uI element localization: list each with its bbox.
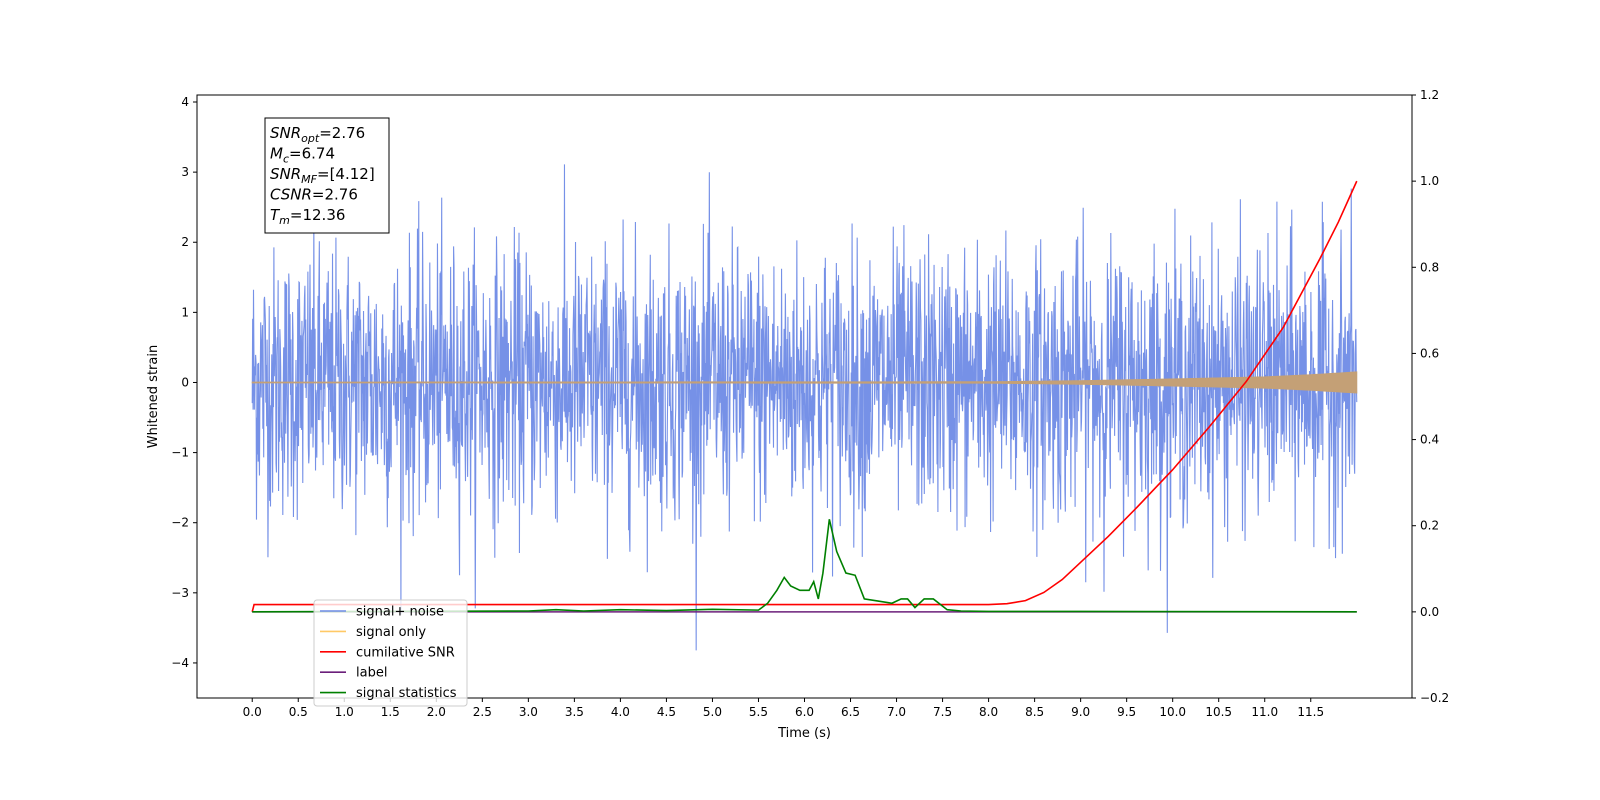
stats-subscript: MF — [301, 173, 317, 186]
stats-value: =12.36 — [290, 206, 346, 224]
stats-value: =2.76 — [312, 186, 358, 204]
x-tick-label: 9.5 — [1117, 705, 1136, 719]
x-axis: 0.0 0.5 1.0 1.5 2.0 2.5 3.0 3.5 4.0 4.5 5.0 5.5 6.0 6… — [243, 698, 1324, 719]
x-tick-label: 5.0 — [703, 705, 722, 719]
series-signal-only — [251, 371, 1358, 394]
stats-symbol: M — [270, 145, 283, 163]
legend-entry: signal statistics — [356, 686, 457, 701]
stats-line: CSNR=2.76 — [270, 186, 358, 204]
stats-line: Mc=6.74 — [270, 145, 335, 166]
stats-value: =2.76 — [319, 124, 365, 142]
y-axis-left: −4 −3 −2 −1 0 1 2 3 4 — [171, 95, 197, 670]
stats-symbol: CSNR — [270, 186, 312, 204]
stats-line: SNRopt=2.76 — [270, 124, 365, 145]
y-tick-label: 0 — [181, 375, 189, 389]
stats-value: =6.74 — [289, 145, 335, 163]
x-tick-label: 0.5 — [289, 705, 308, 719]
stats-subscript: c — [283, 153, 289, 166]
stats-subscript: opt — [301, 132, 320, 145]
x-tick-label: 6.0 — [795, 705, 814, 719]
x-tick-label: 0.0 — [243, 705, 262, 719]
x-tick-label: 7.5 — [933, 705, 952, 719]
x-tick-label: 9.0 — [1071, 705, 1090, 719]
legend-entry: label — [356, 666, 387, 681]
y-tick-label: −1 — [171, 446, 189, 460]
plot-area — [197, 95, 1412, 698]
x-tick-label: 6.5 — [841, 705, 860, 719]
y-tick-label: 4 — [181, 95, 189, 109]
x-tick-label: 10.5 — [1205, 705, 1232, 719]
x-tick-label: 8.0 — [979, 705, 998, 719]
x-tick-label: 4.5 — [657, 705, 676, 719]
y2-tick-label: 0.4 — [1420, 433, 1439, 447]
y-tick-label: 3 — [181, 165, 189, 179]
x-tick-label: 4.0 — [611, 705, 630, 719]
x-tick-label: 7.0 — [887, 705, 906, 719]
x-tick-label: 11.0 — [1251, 705, 1278, 719]
x-tick-label: 3.0 — [519, 705, 538, 719]
x-axis-label: Time (s) — [777, 726, 831, 741]
x-tick-label: 2.0 — [427, 705, 446, 719]
stats-line: SNRMF=[4.12] — [270, 165, 375, 186]
y2-tick-label: −0.2 — [1420, 691, 1449, 705]
series-signal-noise — [251, 164, 1358, 651]
x-tick-label: 11.5 — [1297, 705, 1324, 719]
x-tick-label: 1.5 — [381, 705, 400, 719]
y2-tick-label: 0.2 — [1420, 519, 1439, 533]
legend: signal+ noise signal only cumilative SNR la… — [313, 599, 468, 707]
stats-box-frame — [264, 117, 390, 234]
legend-frame — [313, 599, 468, 707]
y-axis-right: −0.2 0.0 0.2 0.4 0.6 0.8 1.0 1.2 — [1412, 88, 1449, 705]
stats-value: =[4.12] — [317, 165, 375, 183]
x-tick-label: 2.5 — [473, 705, 492, 719]
y-tick-label: 2 — [181, 235, 189, 249]
y-axis-label: Whitened strain — [146, 345, 161, 448]
y-tick-label: −4 — [171, 656, 189, 670]
legend-entry: cumilative SNR — [356, 645, 455, 660]
x-tick-label: 1.0 — [335, 705, 354, 719]
stats-line: Tm=12.36 — [270, 206, 345, 227]
legend-entry: signal+ noise — [356, 605, 444, 620]
stats-symbol: SNR — [270, 165, 301, 183]
x-tick-label: 5.5 — [749, 705, 768, 719]
x-tick-label: 8.5 — [1025, 705, 1044, 719]
y2-tick-label: 1.0 — [1420, 174, 1439, 188]
y-tick-label: −3 — [171, 586, 189, 600]
x-tick-label: 10.0 — [1159, 705, 1186, 719]
series-cumilative-snr — [251, 180, 1358, 613]
y2-tick-label: 0.0 — [1420, 605, 1439, 619]
y2-tick-label: 0.8 — [1420, 260, 1439, 274]
x-tick-label: 3.5 — [565, 705, 584, 719]
stats-subscript: m — [279, 214, 290, 227]
y-tick-label: 1 — [181, 305, 189, 319]
y-tick-label: −2 — [171, 516, 189, 530]
series-signal-statistics — [252, 519, 1357, 613]
stats-symbol: T — [270, 206, 281, 224]
legend-entry: signal only — [356, 625, 426, 640]
stats-box: SNRopt=2.76Mc=6.74SNRMF=[4.12]CSNR=2.76T… — [264, 117, 390, 234]
y2-tick-label: 0.6 — [1420, 346, 1439, 360]
y2-tick-label: 1.2 — [1420, 88, 1439, 102]
stats-symbol: SNR — [270, 124, 301, 142]
